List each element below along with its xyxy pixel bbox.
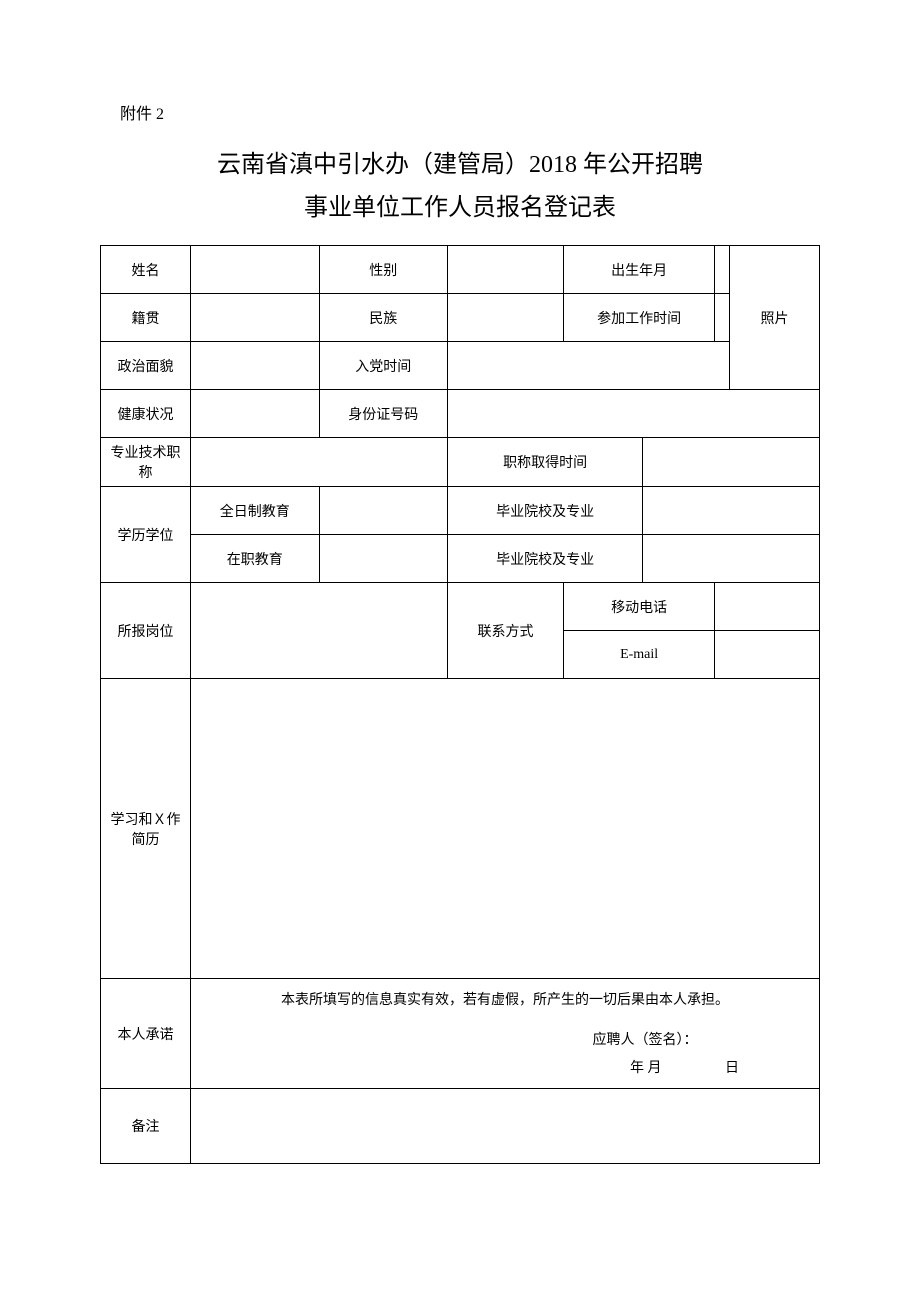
attachment-label: 附件 2 <box>100 100 820 124</box>
value-resume <box>191 679 820 979</box>
registration-form-table: 姓名 性别 出生年月 照片 籍贯 民族 参加工作时间 政治面貌 入党时间 健康状… <box>100 245 820 1164</box>
table-row: 学历学位 全日制教育 毕业院校及专业 <box>101 487 820 535</box>
label-work-start: 参加工作时间 <box>564 294 715 342</box>
commitment-text: 本表所填写的信息真实有效，若有虚假，所产生的一切后果由本人承担。 <box>211 989 799 1009</box>
value-onjob-edu <box>319 535 448 583</box>
table-row: 专业技术职称 职称取得时间 <box>101 438 820 487</box>
label-remark: 备注 <box>101 1089 191 1164</box>
label-id-number: 身份证号码 <box>319 390 448 438</box>
label-school-major-1: 毕业院校及专业 <box>448 487 643 535</box>
table-row: 政治面貌 入党时间 <box>101 342 820 390</box>
value-pro-title <box>191 438 448 487</box>
applicant-sign-label: 应聘人（签名）： <box>211 1029 799 1049</box>
label-commitment: 本人承诺 <box>101 979 191 1089</box>
value-school-major-2 <box>643 535 820 583</box>
table-row: 健康状况 身份证号码 <box>101 390 820 438</box>
commitment-cell: 本表所填写的信息真实有效，若有虚假，所产生的一切后果由本人承担。 应聘人（签名）… <box>191 979 820 1089</box>
label-fulltime-edu: 全日制教育 <box>191 487 320 535</box>
title-line-2: 事业单位工作人员报名登记表 <box>100 187 820 230</box>
label-degree: 学历学位 <box>101 487 191 583</box>
label-pro-title: 专业技术职称 <box>101 438 191 487</box>
label-ethnicity: 民族 <box>319 294 448 342</box>
photo-cell: 照片 <box>730 246 820 390</box>
year-month-label: 年 月 <box>630 1061 662 1076</box>
value-id-number <box>448 390 820 438</box>
value-position <box>191 583 448 679</box>
document-title: 云南省滇中引水办（建管局）2018 年公开招聘 事业单位工作人员报名登记表 <box>100 144 820 230</box>
value-fulltime-edu <box>319 487 448 535</box>
label-political: 政治面貌 <box>101 342 191 390</box>
label-onjob-edu: 在职教育 <box>191 535 320 583</box>
value-title-time <box>643 438 820 487</box>
table-row: 备注 <box>101 1089 820 1164</box>
value-school-major-1 <box>643 487 820 535</box>
table-row: 学习和Ｘ作简历 <box>101 679 820 979</box>
value-party-join <box>448 342 730 390</box>
table-row: 籍贯 民族 参加工作时间 <box>101 294 820 342</box>
label-email: E-mail <box>564 631 715 679</box>
table-row: 本人承诺 本表所填写的信息真实有效，若有虚假，所产生的一切后果由本人承担。 应聘… <box>101 979 820 1089</box>
table-row: 在职教育 毕业院校及专业 <box>101 535 820 583</box>
label-school-major-2: 毕业院校及专业 <box>448 535 643 583</box>
value-health <box>191 390 320 438</box>
value-name <box>191 246 320 294</box>
label-party-join: 入党时间 <box>319 342 448 390</box>
table-row: 姓名 性别 出生年月 照片 <box>101 246 820 294</box>
value-birth <box>715 246 730 294</box>
label-resume: 学习和Ｘ作简历 <box>101 679 191 979</box>
label-name: 姓名 <box>101 246 191 294</box>
value-native-place <box>191 294 320 342</box>
value-remark <box>191 1089 820 1164</box>
title-line-1: 云南省滇中引水办（建管局）2018 年公开招聘 <box>100 144 820 187</box>
label-gender: 性别 <box>319 246 448 294</box>
label-contact: 联系方式 <box>448 583 564 679</box>
date-line: 年 月 日 <box>211 1057 799 1077</box>
value-political <box>191 342 320 390</box>
table-row: 所报岗位 联系方式 移动电话 <box>101 583 820 631</box>
value-gender <box>448 246 564 294</box>
label-position: 所报岗位 <box>101 583 191 679</box>
label-health: 健康状况 <box>101 390 191 438</box>
label-mobile: 移动电话 <box>564 583 715 631</box>
value-ethnicity <box>448 294 564 342</box>
value-work-start <box>715 294 730 342</box>
label-native-place: 籍贯 <box>101 294 191 342</box>
label-birth: 出生年月 <box>564 246 715 294</box>
value-email <box>715 631 820 679</box>
day-label: 日 <box>725 1061 739 1076</box>
label-title-time: 职称取得时间 <box>448 438 643 487</box>
value-mobile <box>715 583 820 631</box>
